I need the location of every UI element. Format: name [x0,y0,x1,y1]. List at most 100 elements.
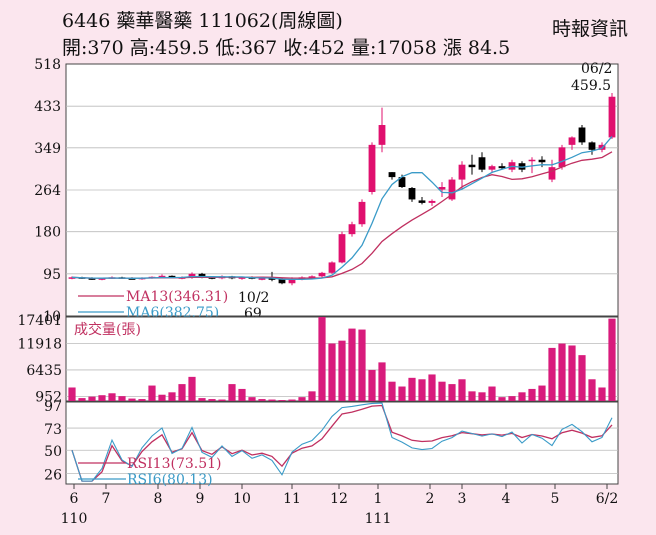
rsi-y-tick: 26 [44,467,62,483]
candle-body [348,224,356,235]
x-tick-label: 1 [374,491,383,507]
rsi-y-tick: 50 [44,444,62,460]
candle-body [428,200,436,203]
candle-body [408,188,416,200]
candle-body [418,200,426,203]
volume-bar [608,318,616,401]
x-tick-label: 6 [70,491,79,507]
volume-bar [558,343,566,401]
volume-bar [448,384,456,401]
volume-bar [468,391,476,401]
candle-body [528,159,536,162]
x-tick-label: 2 [426,491,435,507]
candle-body [448,179,456,200]
candle-body [208,277,216,279]
volume-bar [78,398,86,401]
volume-bar [508,396,516,401]
volume-bar [278,400,286,401]
volume-bar [238,388,246,401]
rsi6-legend: RSI6(80.13) [127,472,213,488]
candle-body [458,164,466,180]
rsi6-line [71,402,613,482]
volume-bar [188,376,196,401]
rsi-y-tick: 73 [44,422,62,438]
volume-bar [438,381,446,401]
candle-body [268,278,276,280]
x-tick-label: 11 [283,491,301,507]
candle-body [288,279,296,284]
candle-body [568,137,576,145]
volume-title: 成交量(張) [74,321,141,338]
price-y-tick: 433 [34,99,61,115]
candle-body [198,273,206,278]
volume-bar [108,393,116,401]
volume-bar [368,369,376,401]
high-value-label: 459.5 [571,78,611,94]
volume-bar [378,362,386,401]
candle-body [578,127,586,143]
volume-bar [178,384,186,401]
volume-bar [488,386,496,401]
volume-bar [388,381,396,401]
volume-bar [258,399,266,401]
volume-bar [118,396,126,401]
candle-body [278,279,286,284]
volume-bar [318,317,326,401]
price-y-tick: 10 [43,309,61,325]
source-label: 時報資訊 [551,18,628,40]
candle-body [378,125,386,145]
x-year-label: 111 [365,511,392,527]
high-date-label: 06/2 [581,61,612,77]
x-tick-label: 6/2 [596,491,619,507]
x-tick-label: 9 [196,491,205,507]
rsi-y-tick: 97 [44,399,62,415]
volume-bar [418,379,426,401]
volume-bar [588,379,596,401]
rsi-panel: 97 73 50 26 RSI13(73.51) RSI6(80.13) [44,399,619,488]
x-tick-label: 4 [502,491,511,507]
candle-body [538,159,546,163]
volume-bar [428,374,436,401]
volume-bar [518,392,526,401]
volume-bar [288,399,296,401]
volume-bar [538,385,546,401]
volume-bar [298,397,306,401]
candle-body [588,142,596,150]
volume-bar [208,399,216,401]
volume-bar [478,392,486,401]
candle-body [438,187,446,190]
x-tick-label: 3 [458,491,467,507]
x-year-label: 110 [61,511,88,527]
volume-bar [408,377,416,401]
volume-bar [268,399,276,401]
volume-bar [578,355,586,401]
volume-bar [148,385,156,401]
volume-bar [348,328,356,401]
candle-body [388,172,396,178]
rsi13-legend: RSI13(73.51) [127,456,221,472]
volume-bar [568,345,576,401]
ma13-legend: MA13(346.31) [126,289,228,305]
price-y-tick: 349 [34,141,61,157]
volume-bar [98,395,106,401]
volume-bar [168,392,176,401]
volume-bar [498,397,506,401]
candle-body [468,164,476,168]
chart-title: 6446 藥華醫藥 111062(周線圖) [62,10,343,32]
price-stats: 開:370 高:459.5 低:367 收:452 量:17058 漲 84.5 [62,37,511,59]
candle-body [328,262,336,273]
x-tick-label: 7 [102,491,111,507]
candle-body [498,166,506,169]
price-y-tick: 95 [43,267,61,283]
candle-body [368,144,376,192]
volume-bar [548,347,556,401]
volume-bar [158,394,166,401]
candle-body [128,278,136,280]
volume-bar [338,340,346,401]
candle-body [338,234,346,263]
volume-bar [228,384,236,401]
candle-body [68,277,76,279]
